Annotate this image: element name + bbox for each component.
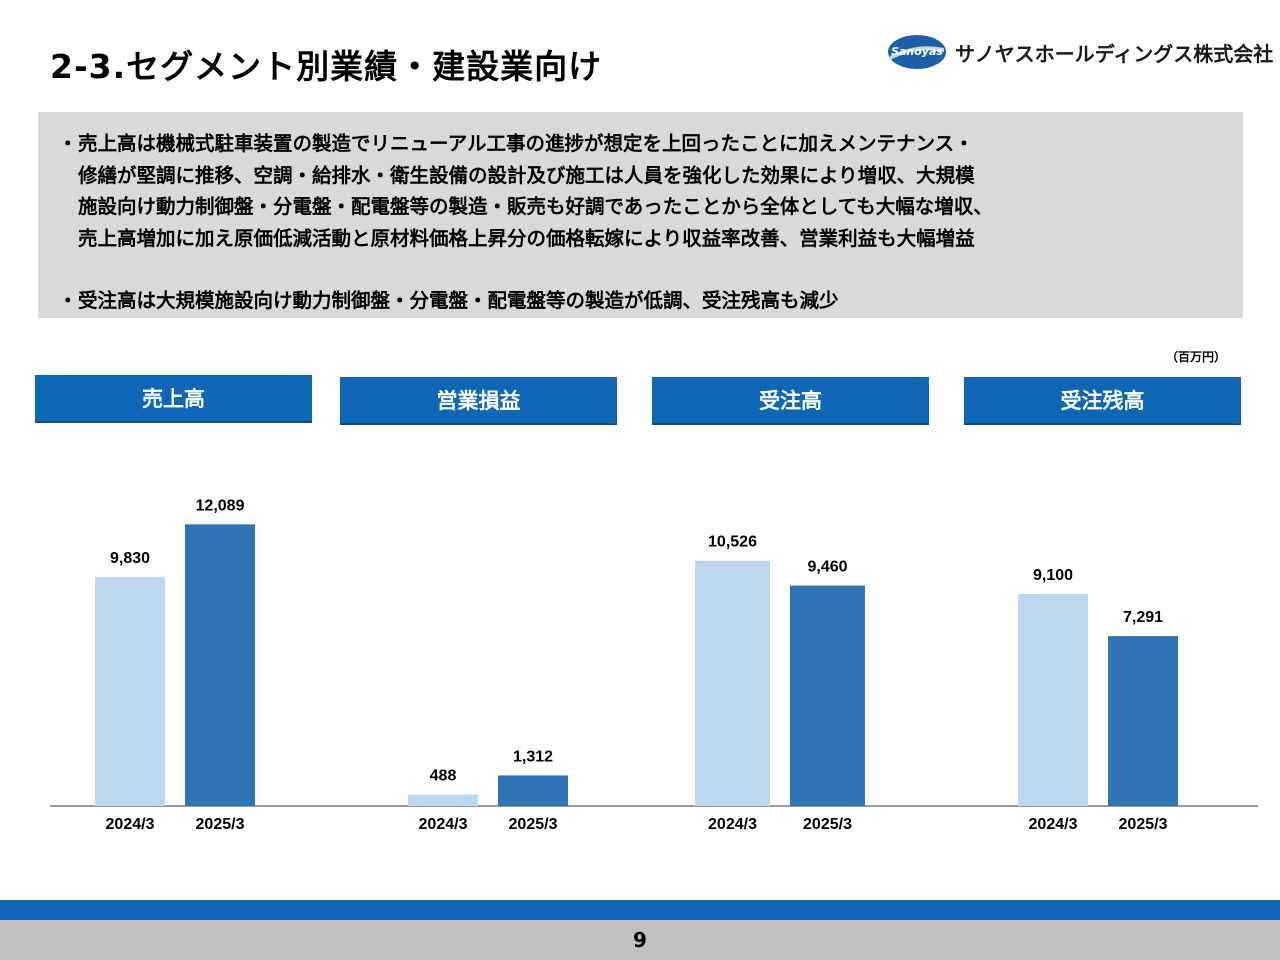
bar-2024-3: [1018, 593, 1088, 806]
x-tick-label: 2025/3: [196, 816, 245, 833]
bar-2025-3: [498, 775, 568, 806]
bar-value-label: 9,100: [1033, 567, 1073, 584]
segment-header-orders: 受注高: [652, 377, 929, 425]
x-tick-label: 2024/3: [419, 816, 468, 833]
bar-value-label: 7,291: [1123, 609, 1163, 626]
segment-header-operating-profit: 営業損益: [340, 377, 617, 425]
x-tick-label: 2024/3: [708, 816, 757, 833]
bar-value-label: 1,312: [513, 748, 553, 765]
x-tick-label: 2024/3: [1029, 816, 1078, 833]
bar-2025-3: [185, 524, 255, 806]
summary-bullet-sales: ・ 売上高は機械式駐車装置の製造でリニューアル工事の進捗が想定を上回ったことに加…: [58, 128, 1243, 254]
summary-line: 修繕が堅調に推移、空調・給排水・衛生設備の設計及び施工は人員を強化した効果により…: [78, 163, 975, 187]
page-number: 9: [633, 928, 647, 952]
bar-value-label: 9,830: [110, 550, 150, 567]
x-tick-label: 2025/3: [509, 816, 558, 833]
bar-2025-3: [790, 585, 865, 806]
footer-bar: [0, 900, 1280, 920]
summary-bullet-orders: ・ 受注高は大規模施設向け動力制御盤・分電盤・配電盤等の製造が低調、受注残高も減…: [58, 285, 1243, 317]
summary-line: 売上高は機械式駐車装置の製造でリニューアル工事の進捗が想定を上回ったことに加えメ…: [78, 132, 974, 155]
bar-value-label: 12,089: [196, 497, 245, 514]
bar-2024-3: [408, 794, 478, 806]
bar-2025-3: [1108, 636, 1178, 806]
bar-2024-3: [695, 560, 770, 806]
x-tick-label: 2025/3: [1119, 816, 1168, 833]
bar-2024-3: [95, 576, 165, 806]
bar-value-label: 488: [430, 768, 457, 785]
logo-mark-text: Sanoyas: [891, 45, 943, 58]
segment-header-order-backlog: 受注残高: [964, 377, 1241, 425]
summary-line: 受注高は大規模施設向け動力制御盤・分電盤・配電盤等の製造が低調、受注残高も減少: [78, 289, 839, 312]
x-tick-label: 2024/3: [106, 816, 155, 833]
summary-line: 売上高増加に加え原価低減活動と原材料価格上昇分の価格転嫁により収益率改善、営業利…: [78, 226, 975, 250]
unit-label: （百万円）: [1166, 350, 1227, 364]
bar-value-label: 10,526: [708, 534, 757, 551]
summary-line: 施設向け動力制御盤・分電盤・配電盤等の製造・販売も好調であったことから全体として…: [78, 195, 993, 218]
summary-box: ・ 売上高は機械式駐車装置の製造でリニューアル工事の進捗が想定を上回ったことに加…: [38, 112, 1243, 318]
bullet-mark: ・: [58, 132, 78, 155]
company-name: サノヤスホールディングス株式会社: [955, 42, 1274, 66]
bar-value-label: 9,460: [807, 559, 847, 576]
bullet-mark: ・: [58, 289, 78, 312]
x-tick-label: 2025/3: [803, 816, 852, 833]
segment-bar-charts: 9,830 2024/3 12,089 2025/3 488 2024/3 1,312 202…: [50, 497, 1258, 833]
page-title: 2-3.セグメント別業績・建設業向け: [50, 47, 603, 86]
sanoyas-logo-icon: Sanoyas: [888, 35, 946, 69]
footer-band: [0, 920, 1280, 960]
segment-header-sales: 売上高: [35, 375, 312, 423]
company-logo: Sanoyas サノヤスホールディングス株式会社: [887, 28, 1273, 78]
